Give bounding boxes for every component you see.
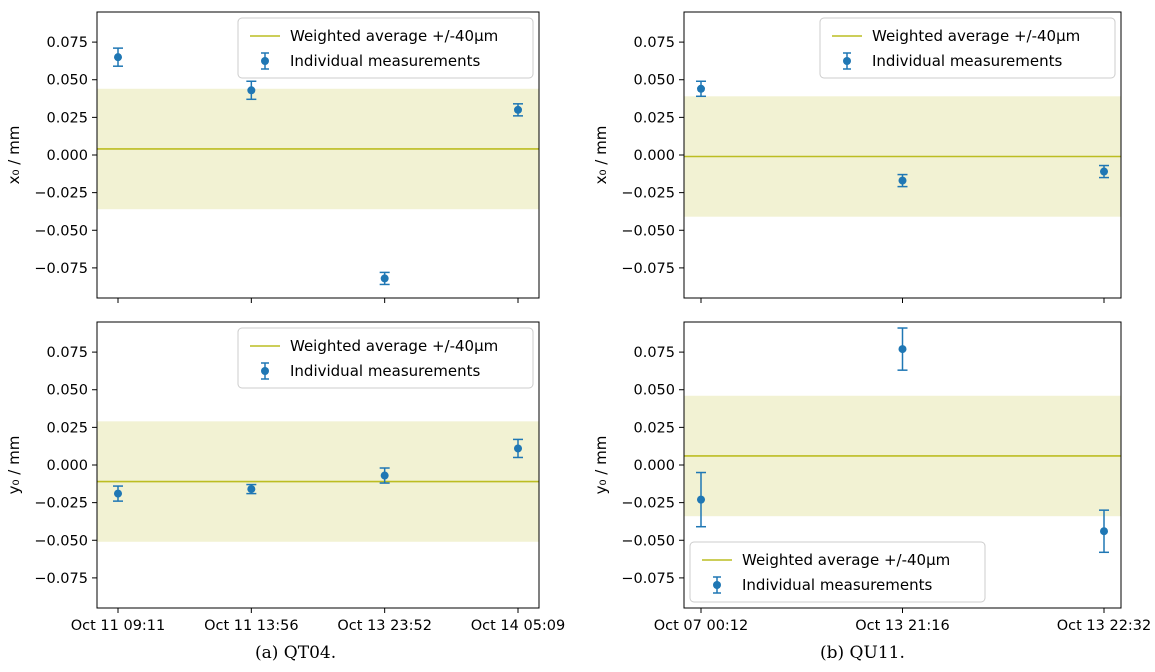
- data-point: [247, 86, 256, 95]
- y-tick-label: 0.000: [633, 458, 675, 474]
- x-tick-label: Oct 11 09:11: [71, 618, 166, 634]
- y-tick-label: 0.050: [633, 73, 675, 89]
- y-tick-label: 0.000: [46, 458, 88, 474]
- y-tick-label: −0.075: [34, 571, 88, 587]
- legend-average-label: Weighted average +/-40µm: [290, 337, 498, 355]
- y-axis-label: x₀ / mm: [5, 126, 23, 185]
- legend-average-label: Weighted average +/-40µm: [742, 551, 950, 569]
- panel-1: 0.075 0.050 0.025 0.000 −0.025 −0.050 −0.075 x₀…: [592, 11, 1122, 303]
- data-point: [1100, 527, 1108, 536]
- y-tick-label: −0.050: [621, 223, 675, 239]
- x-tick-label: Oct 07 00:12: [654, 618, 749, 634]
- y-tick-label: 0.000: [46, 148, 88, 164]
- y-tick-label: −0.025: [621, 186, 675, 202]
- panel-3: 0.075 0.050 0.025 0.000 −0.025 −0.050 −0.075 Oc…: [592, 321, 1152, 634]
- legend: Weighted average +/-40µm Individual measu…: [819, 17, 1116, 79]
- legend-measurement-label: Individual measurements: [742, 576, 932, 594]
- legend-point-swatch: [261, 57, 269, 65]
- legend-box: [237, 17, 534, 79]
- legend-measurement-label: Individual measurements: [290, 52, 480, 70]
- y-tick-label: −0.075: [621, 571, 675, 587]
- legend: Weighted average +/-40µm Individual measu…: [689, 541, 986, 603]
- legend-box: [819, 17, 1116, 79]
- x-tick-label: Oct 11 13:56: [204, 618, 299, 634]
- data-point: [898, 176, 907, 185]
- y-tick-label: 0.050: [46, 383, 88, 399]
- y-tick-label: 0.025: [633, 420, 675, 436]
- y-tick-label: 0.050: [633, 383, 675, 399]
- panel-2: 0.075 0.050 0.025 0.000 −0.025 −0.050 −0.075 Oc…: [5, 321, 566, 634]
- panel-0: 0.075 0.050 0.025 0.000 −0.025 −0.050 −0.075 x₀…: [5, 11, 540, 303]
- y-tick-label: 0.075: [633, 345, 675, 361]
- y-tick-label: 0.025: [46, 110, 88, 126]
- data-point: [114, 489, 122, 498]
- x-tick-label: Oct 13 21:16: [855, 618, 950, 634]
- y-tick-label: −0.075: [34, 261, 88, 277]
- y-tick-label: 0.075: [633, 35, 675, 51]
- y-tick-label: −0.050: [621, 533, 675, 549]
- legend-box: [689, 541, 986, 603]
- y-tick-label: 0.025: [46, 420, 88, 436]
- data-point: [697, 495, 705, 504]
- legend: Weighted average +/-40µm Individual measu…: [237, 327, 534, 389]
- y-tick-label: −0.025: [621, 496, 675, 512]
- data-point: [247, 485, 256, 494]
- y-axis-label: y₀ / mm: [592, 436, 610, 495]
- y-tick-label: −0.050: [34, 223, 88, 239]
- data-point: [514, 444, 522, 453]
- data-point: [898, 345, 907, 354]
- data-point: [697, 84, 705, 93]
- data-point: [380, 471, 389, 480]
- legend-box: [237, 327, 534, 389]
- caption-b: (b) QU11.: [820, 643, 905, 663]
- y-tick-label: −0.025: [34, 186, 88, 202]
- y-tick-label: 0.075: [46, 345, 88, 361]
- y-axis-label: x₀ / mm: [592, 126, 610, 185]
- data-point: [380, 274, 389, 283]
- x-tick-label: Oct 14 05:09: [471, 618, 566, 634]
- legend-measurement-label: Individual measurements: [290, 362, 480, 380]
- legend-point-swatch: [843, 57, 851, 65]
- data-point: [1100, 167, 1108, 176]
- legend-average-label: Weighted average +/-40µm: [872, 27, 1080, 45]
- x-tick-label: Oct 13 22:32: [1057, 618, 1152, 634]
- y-tick-label: 0.025: [633, 110, 675, 126]
- y-tick-label: 0.075: [46, 35, 88, 51]
- caption-a: (a) QT04.: [255, 643, 337, 663]
- legend-point-swatch: [713, 581, 721, 589]
- legend: Weighted average +/-40µm Individual measu…: [237, 17, 534, 79]
- y-tick-label: 0.050: [46, 73, 88, 89]
- y-tick-label: −0.025: [34, 496, 88, 512]
- y-axis-label: y₀ / mm: [5, 436, 23, 495]
- y-tick-label: 0.000: [633, 148, 675, 164]
- legend-measurement-label: Individual measurements: [872, 52, 1062, 70]
- legend-average-label: Weighted average +/-40µm: [290, 27, 498, 45]
- x-tick-label: Oct 13 23:52: [337, 618, 432, 634]
- data-point: [514, 105, 522, 114]
- data-point: [114, 53, 122, 62]
- legend-point-swatch: [261, 367, 269, 375]
- y-tick-label: −0.075: [621, 261, 675, 277]
- y-tick-label: −0.050: [34, 533, 88, 549]
